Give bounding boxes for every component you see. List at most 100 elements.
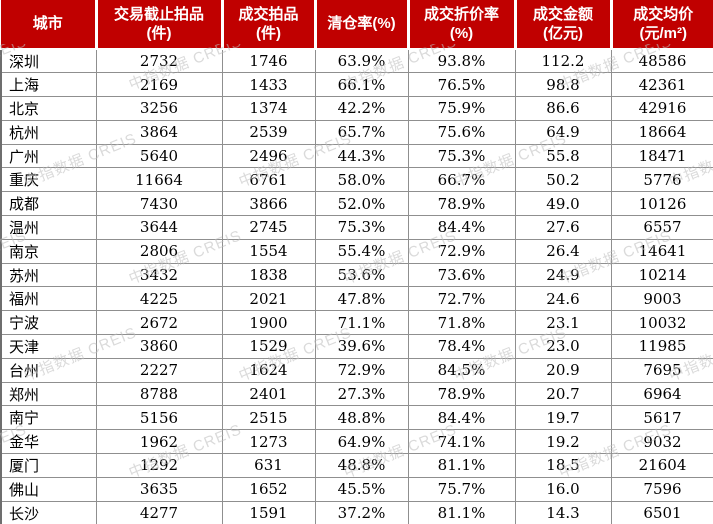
- value-cell: 3256: [95, 96, 223, 121]
- col-header-clearance-rate: 清仓率(%): [315, 0, 410, 50]
- col-header-label: 清仓率(%): [327, 15, 396, 33]
- value-cell: 2745: [221, 215, 316, 240]
- table-row: 杭州 3864 2539 65.7% 75.6% 64.9 18664: [0, 119, 713, 145]
- col-header-sub: (元/m²): [639, 25, 688, 42]
- value-cell: 66.1%: [314, 72, 409, 98]
- value-cell: 49.0: [514, 191, 612, 217]
- city-cell: 上海: [0, 72, 97, 98]
- city-cell: 厦门: [0, 453, 97, 478]
- value-cell: 1554: [221, 238, 316, 264]
- value-cell: 3635: [95, 476, 223, 502]
- value-cell: 4277: [95, 500, 223, 524]
- value-cell: 78.9%: [407, 381, 516, 407]
- value-cell: 9003: [610, 286, 713, 312]
- value-cell: 11985: [610, 334, 713, 359]
- value-cell: 27.6: [514, 215, 612, 240]
- value-cell: 7430: [95, 191, 223, 217]
- value-cell: 1433: [221, 72, 316, 98]
- value-cell: 24.9: [514, 262, 612, 288]
- city-cell: 台州: [0, 357, 97, 383]
- value-cell: 16.0: [514, 476, 612, 502]
- value-cell: 78.9%: [407, 191, 516, 217]
- value-cell: 53.6%: [314, 262, 409, 288]
- value-cell: 10032: [610, 310, 713, 336]
- value-cell: 18664: [610, 119, 713, 145]
- value-cell: 84.4%: [407, 405, 516, 431]
- value-cell: 84.4%: [407, 215, 516, 240]
- city-cell: 福州: [0, 286, 97, 312]
- value-cell: 7596: [610, 476, 713, 502]
- table-row: 苏州 3432 1838 53.6% 73.6% 24.9 10214: [0, 262, 713, 288]
- value-cell: 75.3%: [407, 143, 516, 169]
- value-cell: 44.3%: [314, 143, 409, 169]
- table-row: 长沙 4277 1591 37.2% 81.1% 14.3 6501: [0, 500, 713, 524]
- value-cell: 19.2: [514, 429, 612, 455]
- header-row: 城市 交易截止拍品 (件) 成交拍品 (件) 清仓率(%) 成交折价率: [1, 0, 713, 50]
- value-cell: 74.1%: [407, 429, 516, 455]
- city-cell: 长沙: [0, 500, 97, 524]
- value-cell: 20.7: [514, 381, 612, 407]
- value-cell: 2539: [221, 119, 316, 145]
- table-row: 南京 2806 1554 55.4% 72.9% 26.4 14641: [0, 238, 713, 264]
- table-row: 福州 4225 2021 47.8% 72.7% 24.6 9003: [0, 286, 713, 312]
- value-cell: 52.0%: [314, 191, 409, 217]
- value-cell: 5617: [610, 405, 713, 431]
- value-cell: 9032: [610, 429, 713, 455]
- value-cell: 75.7%: [407, 476, 516, 502]
- col-header-sub: (件): [256, 25, 281, 42]
- value-cell: 39.6%: [314, 334, 409, 359]
- city-cell: 苏州: [0, 262, 97, 288]
- city-cell: 深圳: [0, 48, 97, 74]
- table-row: 天津 3860 1529 39.6% 78.4% 23.0 11985: [0, 334, 713, 359]
- value-cell: 3864: [95, 119, 223, 145]
- value-cell: 98.8: [514, 72, 612, 98]
- value-cell: 1529: [221, 334, 316, 359]
- table-row: 佛山 3635 1652 45.5% 75.7% 16.0 7596: [0, 476, 713, 502]
- value-cell: 72.7%: [407, 286, 516, 312]
- value-cell: 63.9%: [314, 48, 409, 74]
- value-cell: 2227: [95, 357, 223, 383]
- value-cell: 19.7: [514, 405, 612, 431]
- value-cell: 76.5%: [407, 72, 516, 98]
- city-cell: 广州: [0, 143, 97, 169]
- city-cell: 温州: [0, 215, 97, 240]
- value-cell: 10126: [610, 191, 713, 217]
- value-cell: 4225: [95, 286, 223, 312]
- value-cell: 2732: [95, 48, 223, 74]
- col-header-sub: (%): [449, 25, 474, 42]
- value-cell: 1273: [221, 429, 316, 455]
- city-cell: 金华: [0, 429, 97, 455]
- value-cell: 86.6: [514, 96, 612, 121]
- table-row: 深圳 2732 1746 63.9% 93.8% 112.2 48586: [0, 48, 713, 74]
- table-row: 广州 5640 2496 44.3% 75.3% 55.8 18471: [0, 143, 713, 169]
- value-cell: 1591: [221, 500, 316, 524]
- col-header-label: 成交金额: [532, 5, 593, 23]
- value-cell: 5776: [610, 167, 713, 193]
- value-cell: 45.5%: [314, 476, 409, 502]
- col-header-sub: (亿元): [543, 25, 583, 42]
- value-cell: 2496: [221, 143, 316, 169]
- col-header-sold-lots: 成交拍品 (件): [222, 0, 317, 50]
- value-cell: 48.8%: [314, 453, 409, 478]
- value-cell: 23.0: [514, 334, 612, 359]
- value-cell: 1624: [221, 357, 316, 383]
- value-cell: 78.4%: [407, 334, 516, 359]
- city-cell: 北京: [0, 96, 97, 121]
- col-header-discount-rate: 成交折价率 (%): [408, 0, 517, 50]
- value-cell: 55.4%: [314, 238, 409, 264]
- value-cell: 631: [221, 453, 316, 478]
- table-row: 温州 3644 2745 75.3% 84.4% 27.6 6557: [0, 215, 713, 240]
- value-cell: 3866: [221, 191, 316, 217]
- value-cell: 2515: [221, 405, 316, 431]
- value-cell: 3860: [95, 334, 223, 359]
- value-cell: 81.1%: [407, 453, 516, 478]
- value-cell: 7695: [610, 357, 713, 383]
- value-cell: 14.3: [514, 500, 612, 524]
- value-cell: 75.9%: [407, 96, 516, 121]
- col-header-label: 成交均价: [633, 5, 694, 23]
- value-cell: 48.8%: [314, 405, 409, 431]
- table-row: 重庆 11664 6761 58.0% 66.7% 50.2 5776: [0, 167, 713, 193]
- value-cell: 50.2: [514, 167, 612, 193]
- table-row: 宁波 2672 1900 71.1% 71.8% 23.1 10032: [0, 310, 713, 336]
